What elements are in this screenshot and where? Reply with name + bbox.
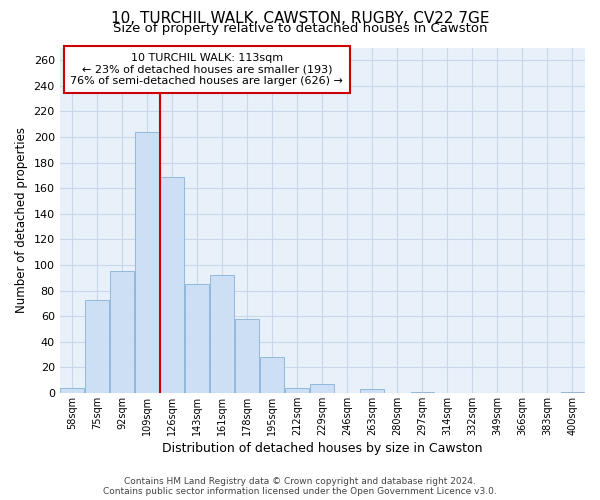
Bar bbox=[410, 392, 434, 393]
Text: Contains HM Land Registry data © Crown copyright and database right 2024.
Contai: Contains HM Land Registry data © Crown c… bbox=[103, 476, 497, 496]
Bar bbox=[286, 388, 309, 393]
Bar bbox=[185, 284, 209, 393]
Text: 10 TURCHIL WALK: 113sqm
← 23% of detached houses are smaller (193)
76% of semi-d: 10 TURCHIL WALK: 113sqm ← 23% of detache… bbox=[70, 52, 343, 86]
X-axis label: Distribution of detached houses by size in Cawston: Distribution of detached houses by size … bbox=[162, 442, 482, 455]
Bar bbox=[85, 300, 109, 393]
Bar bbox=[560, 392, 584, 393]
Bar bbox=[160, 176, 184, 393]
Bar bbox=[136, 132, 159, 393]
Bar bbox=[260, 357, 284, 393]
Text: Size of property relative to detached houses in Cawston: Size of property relative to detached ho… bbox=[113, 22, 487, 35]
Y-axis label: Number of detached properties: Number of detached properties bbox=[15, 127, 28, 313]
Bar bbox=[310, 384, 334, 393]
Bar bbox=[60, 388, 84, 393]
Bar bbox=[361, 389, 384, 393]
Bar bbox=[211, 275, 234, 393]
Bar bbox=[235, 318, 259, 393]
Bar bbox=[110, 272, 134, 393]
Text: 10, TURCHIL WALK, CAWSTON, RUGBY, CV22 7GE: 10, TURCHIL WALK, CAWSTON, RUGBY, CV22 7… bbox=[111, 11, 489, 26]
